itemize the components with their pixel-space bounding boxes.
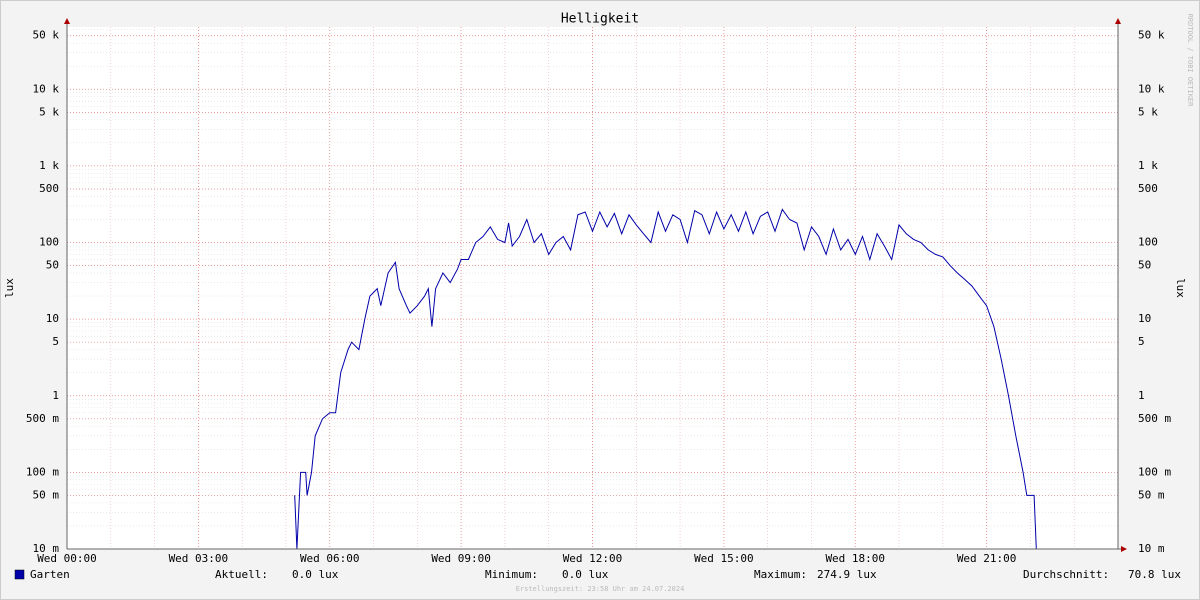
y-tick-label: 50 m bbox=[33, 488, 60, 501]
y-tick-label: 500 bbox=[39, 182, 59, 195]
y2-tick-label: 500 m bbox=[1138, 412, 1171, 425]
x-tick-label: Wed 09:00 bbox=[431, 552, 491, 565]
stat-value: 70.8 lux bbox=[1128, 568, 1181, 581]
y-tick-label: 50 k bbox=[33, 29, 60, 42]
y-tick-label: 1 bbox=[52, 389, 59, 402]
y2-tick-label: 50 m bbox=[1138, 488, 1165, 501]
axis-arrow bbox=[1115, 18, 1121, 24]
y2-axis-label: lux bbox=[1174, 278, 1187, 298]
stat-label: Durchschnitt: bbox=[1023, 568, 1109, 581]
y-tick-label: 5 bbox=[52, 335, 59, 348]
y2-tick-label: 5 k bbox=[1138, 105, 1158, 118]
x-tick-label: Wed 18:00 bbox=[825, 552, 885, 565]
y-tick-label: 5 k bbox=[39, 105, 59, 118]
grid bbox=[67, 27, 1118, 550]
y2-tick-label: 50 k bbox=[1138, 29, 1165, 42]
y2-tick-label: 5 bbox=[1138, 335, 1145, 348]
y2-tick-label: 1 bbox=[1138, 389, 1145, 402]
y-tick-label: 1 k bbox=[39, 159, 59, 172]
y-tick-label: 50 bbox=[46, 259, 59, 272]
series bbox=[294, 208, 1037, 550]
y2-tick-label: 10 bbox=[1138, 312, 1151, 325]
y-tick-label: 10 k bbox=[33, 82, 60, 95]
y2-tick-label: 1 k bbox=[1138, 159, 1158, 172]
stat-label: Minimum: bbox=[485, 568, 538, 581]
chart-title: Helligkeit bbox=[561, 12, 639, 27]
y2-tick-label: 10 k bbox=[1138, 82, 1165, 95]
y-tick-label: 100 bbox=[39, 236, 59, 249]
y2-tick-label: 100 bbox=[1138, 236, 1158, 249]
y2-tick-label: 50 bbox=[1138, 259, 1151, 272]
stat-label: Maximum: bbox=[754, 568, 807, 581]
y-tick-label: 100 m bbox=[26, 465, 59, 478]
x-tick-label: Wed 00:00 bbox=[37, 552, 97, 565]
y2-tick-label: 100 m bbox=[1138, 465, 1171, 478]
x-tick-label: Wed 06:00 bbox=[300, 552, 360, 565]
x-tick-label: Wed 03:00 bbox=[169, 552, 229, 565]
series-line bbox=[294, 208, 1037, 550]
y-tick-label: 500 m bbox=[26, 412, 59, 425]
stat-label: Aktuell: bbox=[215, 568, 268, 581]
y-tick-label: 10 m bbox=[33, 542, 60, 555]
watermark: RRDTOOL / TOBI OETIKER bbox=[1186, 14, 1194, 108]
axis-arrow bbox=[64, 18, 70, 24]
y2-tick-label: 500 bbox=[1138, 182, 1158, 195]
axis-arrow bbox=[1121, 546, 1127, 552]
legend-swatch bbox=[14, 569, 25, 580]
footer: Erstellungszeit: 23:58 Uhr am 24.07.2024 bbox=[516, 585, 685, 593]
x-tick-label: Wed 15:00 bbox=[694, 552, 754, 565]
y2-tick-label: 10 m bbox=[1138, 542, 1165, 555]
x-tick-label: Wed 12:00 bbox=[563, 552, 623, 565]
axes: 10 m 10 m 50 m 50 m 100 m 100 m 500 m 500 m 1 1 5 5… bbox=[26, 18, 1171, 565]
x-tick-label: Wed 21:00 bbox=[957, 552, 1017, 565]
legend-entry: Garten bbox=[30, 568, 70, 581]
stat-value: 0.0 lux bbox=[562, 568, 609, 581]
y-axis-label: lux bbox=[3, 278, 16, 298]
stat-value: 274.9 lux bbox=[817, 568, 877, 581]
stat-value: 0.0 lux bbox=[292, 568, 339, 581]
y-tick-label: 10 bbox=[46, 312, 59, 325]
